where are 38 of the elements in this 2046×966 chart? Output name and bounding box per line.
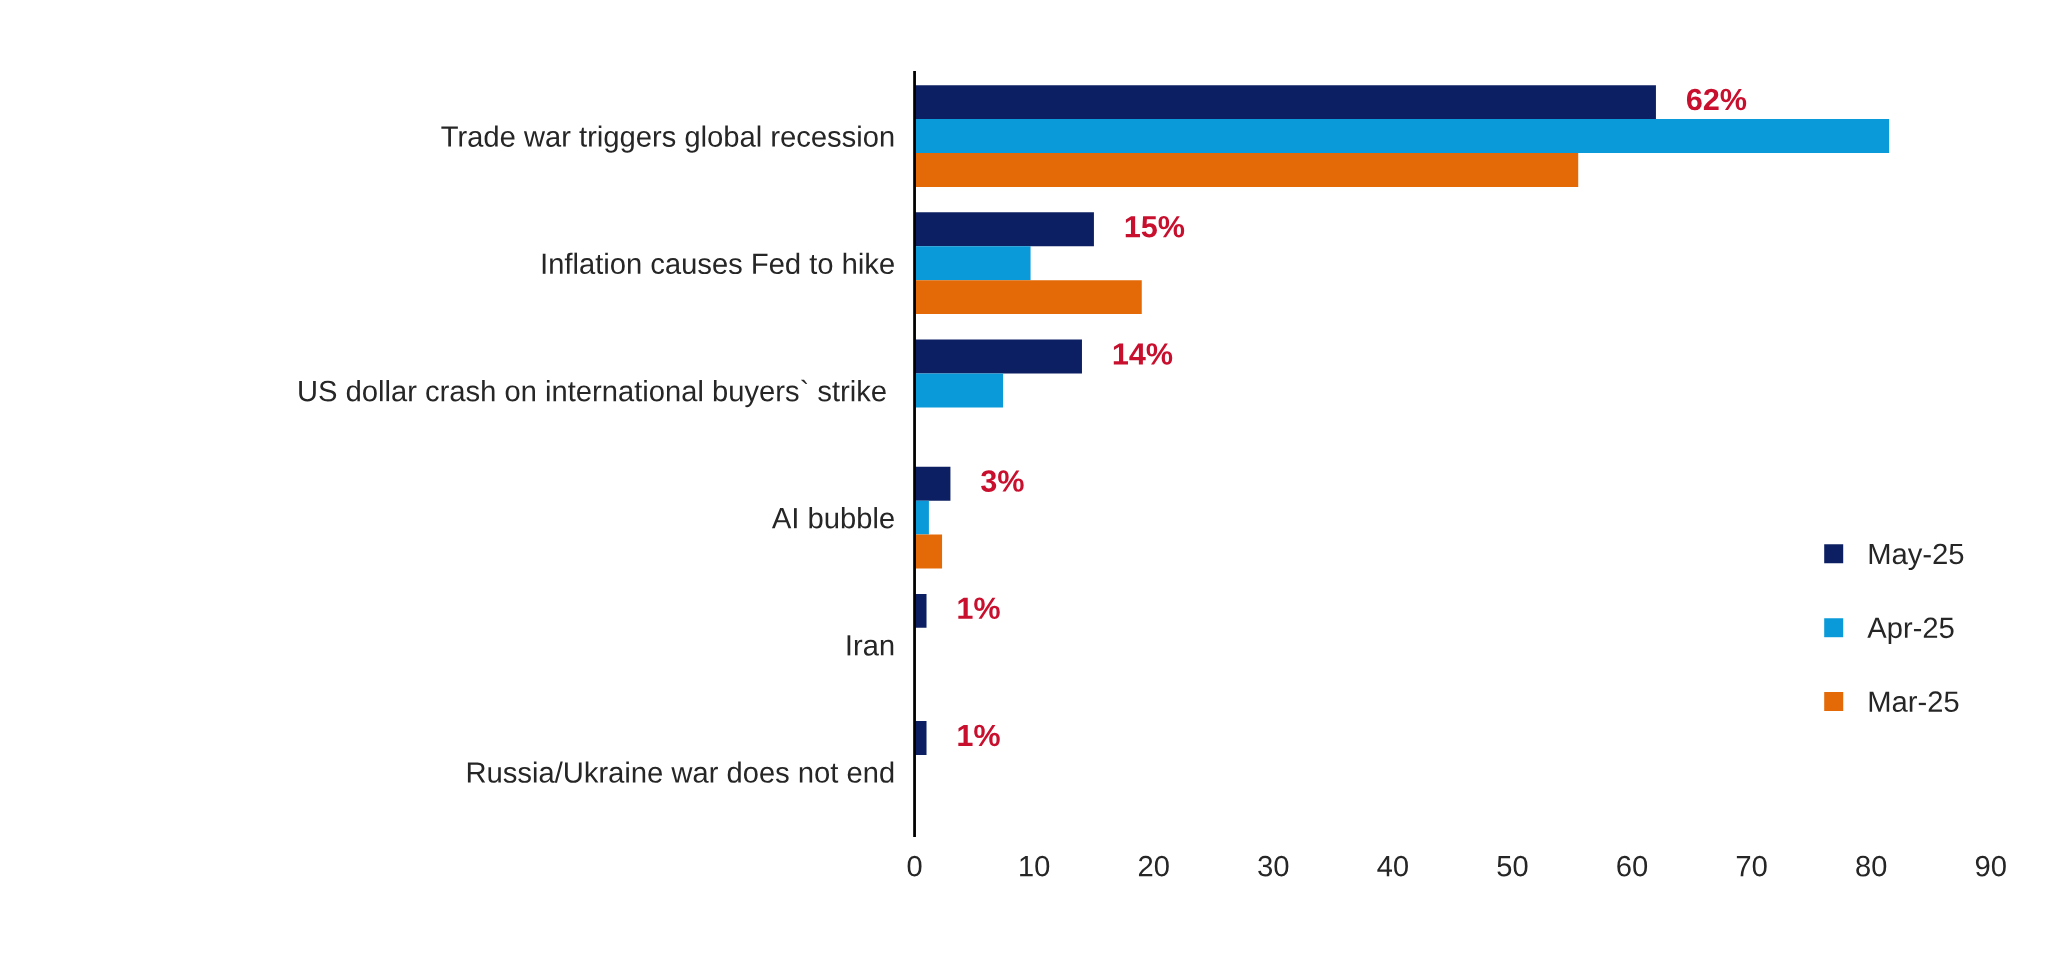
bar — [914, 339, 1082, 374]
x-tick-label: 0 — [907, 855, 922, 877]
data-label: 1% — [958, 597, 1000, 620]
bar — [914, 153, 1579, 187]
legend-label: May-25 — [1869, 543, 1964, 571]
x-tick-label: 30 — [1258, 855, 1289, 877]
bar — [914, 721, 927, 756]
bar — [914, 534, 943, 569]
bar — [914, 500, 929, 535]
x-tick-label: 10 — [1020, 855, 1050, 877]
y-tick-label: Trade war triggers global recession — [441, 125, 894, 153]
legend-label: Mar-25 — [1869, 691, 1959, 712]
x-tick-label: 50 — [1497, 855, 1528, 877]
x-tick-label: 60 — [1617, 855, 1648, 877]
data-label: 3% — [981, 470, 1024, 492]
y-tick-label: Iran — [847, 635, 894, 656]
data-label: 15% — [1125, 215, 1185, 238]
bar — [914, 373, 1004, 408]
x-tick-label: 20 — [1138, 855, 1169, 877]
x-tick-label: 70 — [1736, 855, 1767, 877]
legend-label: Apr-25 — [1867, 617, 1954, 644]
bar — [914, 280, 1142, 315]
x-tick-label: 90 — [1975, 855, 2006, 877]
y-tick-label: AI bubble — [771, 507, 894, 529]
x-tick-label: 40 — [1377, 855, 1408, 877]
bar — [914, 119, 1890, 153]
bar — [914, 466, 951, 501]
y-tick-label: Inflation causes Fed to hike — [542, 252, 894, 275]
data-label: 14% — [1113, 343, 1173, 365]
bar — [914, 212, 1094, 247]
x-tick-label: 80 — [1856, 855, 1887, 877]
bar — [914, 85, 1656, 120]
bar — [914, 246, 1031, 281]
bar — [914, 593, 927, 628]
y-tick-label: Russia/Ukraine war does not end — [467, 761, 894, 783]
data-label: 1% — [958, 724, 1000, 747]
data-label: 62% — [1686, 88, 1747, 111]
y-tick-label: US dollar crash on international buyers` strike — [299, 379, 886, 408]
